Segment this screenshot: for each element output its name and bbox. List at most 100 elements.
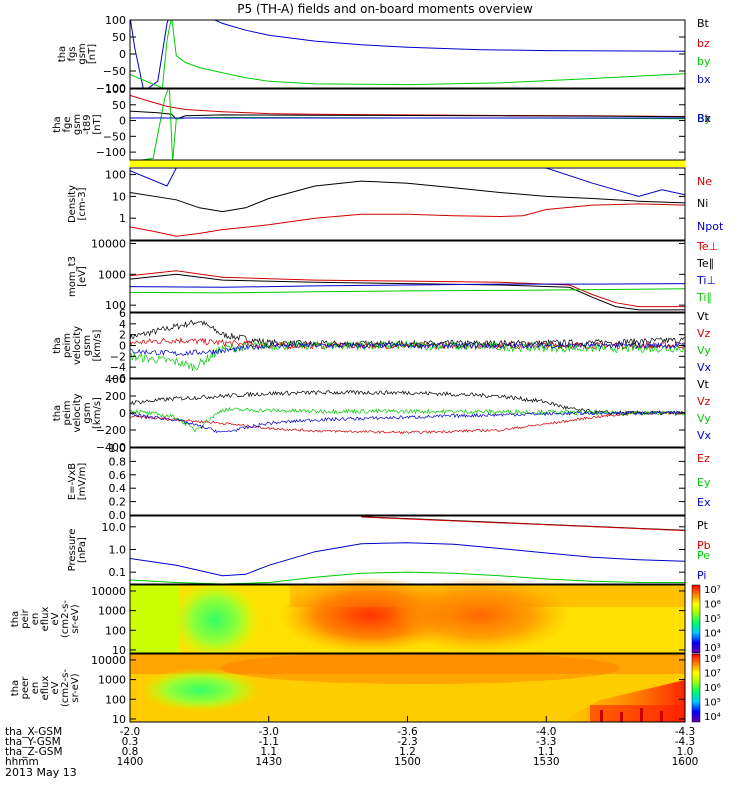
mode-bar: [130, 160, 685, 167]
xrow-label-1: tha_Y-GSM: [5, 736, 61, 748]
ylabel-pressure-0: Pressure: [67, 529, 78, 572]
series-pressure-1: [361, 516, 685, 532]
ylabel-peim_v2-4: [km/s]: [92, 397, 103, 429]
legend-peim_v2-3: Vx: [697, 429, 712, 442]
legend-pressure-0: Pt: [697, 519, 709, 532]
ylabel-peir-4: eV: [50, 612, 61, 625]
ylabel-peir-2: en: [30, 613, 41, 626]
xrow-label-2: tha_Z-GSM: [5, 746, 63, 758]
xrow-value-3-4: 1600: [672, 756, 699, 768]
frame-density: [129, 167, 686, 241]
legend-fge-3: Bx: [697, 112, 712, 125]
ylabel-peer-3: eflux: [40, 676, 51, 701]
ylabel-fgs-0: tha: [57, 46, 68, 62]
ytick-label-fgs-3: 50: [112, 31, 126, 44]
legend-efield-2: Ex: [697, 496, 711, 509]
legend-mom_t-2: Ti⊥: [696, 274, 716, 287]
xrow-value-3-0: 1400: [117, 756, 144, 768]
ytick-label-peim_v-1: −4: [110, 361, 126, 374]
legend-fge-2: By: [697, 112, 712, 125]
ytick-label-peim_v2-2: 0: [119, 407, 126, 420]
frame-mom_t: [129, 240, 686, 313]
ytick-label-peim_v2-4: 400: [105, 373, 126, 386]
xrow-label-3: hhmm: [5, 756, 39, 768]
ytick-label-peir-3: 10000: [91, 585, 126, 598]
ylabel-density-1: [cm-3]: [77, 187, 88, 220]
ylabel-peir-5: (cm2-s-: [60, 600, 71, 638]
xrow-value-3-1: 1430: [255, 756, 282, 768]
legend-peim_v2-0: Vt: [697, 378, 710, 391]
ylabel-fgs-2: gsm: [77, 43, 88, 64]
colorbar-label-peer-4: 10⁸: [704, 654, 721, 665]
ylabel-peir-6: sr-eV): [70, 604, 81, 633]
panel-mom_t: 100 1000 10000 mom_t3 [eV] Te⊥ Te∥ Ti⊥ Ti∥: [67, 237, 718, 313]
series-pressure-2: [130, 542, 685, 577]
ytick-label-peim_v-0: −6: [110, 372, 126, 385]
series-peim_v-0: [130, 319, 685, 348]
panel-efield: 0.00.20.40.60.81.0 E=-VxB [mV/m] Ez Ey Ex: [67, 442, 711, 522]
legend-efield-0: Ez: [697, 452, 710, 465]
xrow-value-1-1: -1.1: [259, 736, 280, 748]
ylabel-peir-3: eflux: [40, 607, 51, 632]
ylabel-peim_v2-2: velocity: [72, 393, 83, 432]
ytick-label-efield-1: 0.2: [109, 496, 127, 509]
ylabel-peer-0: tha: [10, 680, 21, 696]
xrow-value-0-1: -3.0: [259, 726, 280, 738]
series-pressure-3: [130, 571, 685, 584]
frame-efield: [129, 447, 686, 516]
series-density-2: [130, 168, 685, 197]
ytick-label-peir-1: 100: [105, 624, 126, 637]
xrow-value-2-4: 1.0: [677, 746, 694, 758]
series-density-0: [130, 180, 685, 213]
colorbar-label-peir-2: 10⁵: [704, 614, 721, 625]
series-peim_v-1: [130, 336, 685, 350]
ytick-label-fge-0: −100: [96, 146, 126, 159]
ylabel-peir-0: tha: [10, 611, 21, 627]
ytick-label-peim_v-3: 0: [119, 340, 126, 353]
ylabel-peer-6: sr-eV): [70, 673, 81, 702]
ylabel-efield-1: [mV/m]: [77, 463, 88, 501]
ytick-label-fge-2: 0: [119, 115, 126, 128]
legend-fgs-3: bx: [697, 73, 711, 86]
series-peim_v2-3: [130, 410, 685, 434]
colorbar-label-peer-1: 10⁵: [704, 698, 721, 709]
series-peim_v2-0: [130, 389, 685, 417]
ytick-label-fge-3: 50: [112, 99, 126, 112]
colorbar-label-peir-4: 10⁷: [704, 585, 721, 596]
xrow-value-2-0: 0.8: [122, 746, 139, 758]
ytick-label-peim_v-5: 4: [119, 318, 126, 331]
ytick-label-fge-4: 100: [105, 83, 126, 96]
frame-fge: [129, 88, 686, 161]
ytick-label-peim_v2-3: 200: [105, 390, 126, 403]
ytick-label-efield-4: 0.8: [109, 455, 127, 468]
ytick-label-fgs-4: 100: [105, 14, 126, 27]
ytick-label-peer-2: 1000: [98, 674, 126, 687]
ylabel-peer-2: en: [30, 682, 41, 695]
xrow-value-0-4: -4.3: [675, 726, 696, 738]
ylabel-peer-1: peer: [20, 676, 31, 700]
legend-pressure-1: Pb: [697, 539, 711, 552]
ylabel-pressure-1: [nPa]: [77, 537, 88, 563]
x-axis-labels: tha_X-GSM -2.0 -3.0 -3.6 -4.0 -4.3 tha_Y-GSM 0.…: [5, 716, 698, 768]
legend-fgs-1: bz: [697, 37, 710, 50]
ylabel-peim_v2-0: tha: [52, 405, 63, 421]
xrow-value-0-0: -2.0: [120, 726, 141, 738]
legend-fge-0: Bt: [697, 112, 710, 125]
ylabel-efield-0: E=-VxB: [67, 463, 78, 500]
ylabel-fgs-3: [nT]: [87, 44, 98, 64]
series-fgs-0: [130, 20, 685, 88]
ytick-label-fgs-0: −100: [96, 82, 126, 95]
panel-peer: 10 100 1000 10000 tha peer en eflux eV (cm2-s-sr-…: [10, 653, 686, 726]
ytick-label-peer-0: 10: [112, 713, 126, 726]
legend-peim_v2-1: Vz: [697, 395, 711, 408]
panel-peir: 10 100 1000 10000 tha peir en eflux eV (cm2-s-sr-…: [10, 584, 686, 657]
colorbar-label-peer-0: 10⁴: [704, 712, 721, 723]
legend-density-1: Ni: [697, 197, 708, 210]
ytick-label-fge-1: −50: [103, 130, 126, 143]
ytick-label-efield-2: 0.4: [109, 482, 127, 495]
series-fge-2: [137, 89, 685, 160]
ytick-label-peim_v2-1: −200: [96, 424, 126, 437]
